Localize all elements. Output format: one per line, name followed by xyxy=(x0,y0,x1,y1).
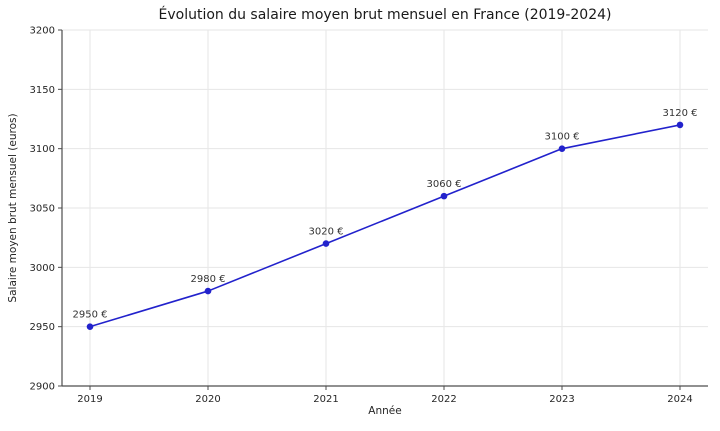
salary-trend-line xyxy=(89,124,681,328)
x-tick-label: 2024 xyxy=(667,394,692,405)
data-point-marker xyxy=(86,323,94,330)
x-axis-title: Année xyxy=(368,405,402,417)
data-point-label: 3060 € xyxy=(427,179,462,190)
data-point-label: 3100 € xyxy=(545,132,580,143)
x-tick-label: 2020 xyxy=(195,394,220,405)
data-point-marker xyxy=(676,121,684,129)
data-point-label: 2950 € xyxy=(73,310,108,321)
y-tick-label: 3000 xyxy=(30,263,55,274)
x-tick-label: 2019 xyxy=(77,394,102,405)
chart-title: Évolution du salaire moyen brut mensuel … xyxy=(158,7,612,23)
data-point-marker xyxy=(558,145,566,152)
x-tick-label: 2022 xyxy=(431,394,456,405)
y-tick-label: 3050 xyxy=(30,204,55,215)
data-point-marker xyxy=(440,192,448,200)
data-point-label: 3020 € xyxy=(309,227,344,238)
data-point-label: 3120 € xyxy=(663,108,698,119)
y-tick-label: 2950 xyxy=(30,322,55,333)
y-tick-label: 3100 xyxy=(30,144,55,155)
data-point-marker xyxy=(322,240,330,247)
x-tick-label: 2021 xyxy=(313,394,338,405)
data-point-marker xyxy=(204,287,212,295)
data-point-label: 2980 € xyxy=(191,274,226,285)
y-tick-label: 3200 xyxy=(30,26,55,37)
y-tick-label: 2900 xyxy=(30,382,55,393)
x-tick-label: 2023 xyxy=(549,394,574,405)
y-tick-label: 3150 xyxy=(30,85,55,96)
